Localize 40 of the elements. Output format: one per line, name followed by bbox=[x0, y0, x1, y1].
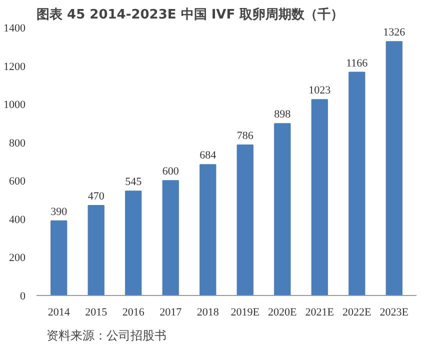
data-label: 1326 bbox=[383, 26, 406, 39]
x-tick-label: 2020E bbox=[268, 306, 298, 318]
x-tick-label: 2022E bbox=[342, 306, 372, 318]
bar bbox=[236, 144, 254, 296]
bar bbox=[348, 72, 366, 296]
bar bbox=[200, 164, 216, 296]
x-tick-label: 2023E bbox=[380, 306, 409, 318]
text: 资料来源：公司招股书 bbox=[46, 328, 166, 342]
y-tick-label: 1400 bbox=[4, 22, 26, 34]
data-label: 1166 bbox=[346, 57, 368, 70]
y-tick-label: 1000 bbox=[4, 99, 26, 112]
y-tick-label: 400 bbox=[9, 214, 26, 226]
bar bbox=[311, 99, 328, 296]
y-tick-label: 600 bbox=[9, 176, 26, 188]
x-tick-label: 2017 bbox=[160, 306, 182, 318]
x-tick-label: 2018 bbox=[196, 306, 220, 318]
y-tick-label: 1200 bbox=[4, 60, 26, 73]
bar bbox=[125, 190, 142, 296]
x-tick-label: 2015 bbox=[85, 306, 108, 318]
data-label: 1023 bbox=[308, 84, 332, 97]
data-label: 898 bbox=[274, 108, 292, 121]
y-tick-label: 800 bbox=[9, 137, 26, 150]
chart-title: 图表 45 2014-2023E 中国 IVF 取卵周期数（千） bbox=[36, 6, 344, 22]
x-tick-label: 2021E bbox=[305, 306, 334, 318]
bar bbox=[50, 220, 68, 296]
y-tick-label: 200 bbox=[9, 252, 26, 264]
x-tick-label: 2019E bbox=[230, 306, 260, 318]
data-label: 390 bbox=[50, 206, 68, 218]
bar bbox=[274, 123, 291, 296]
bar bbox=[162, 180, 179, 296]
data-label: 600 bbox=[162, 166, 180, 178]
x-tick-label: 2014 bbox=[48, 306, 70, 318]
data-label: 545 bbox=[125, 176, 142, 188]
data-label: 786 bbox=[236, 130, 254, 142]
data-label: 684 bbox=[200, 150, 217, 162]
bar bbox=[386, 41, 402, 296]
x-tick-label: 2016 bbox=[122, 306, 145, 318]
y-tick-label: 0 bbox=[20, 290, 26, 302]
data-label: 470 bbox=[88, 190, 105, 203]
bar bbox=[88, 205, 104, 296]
